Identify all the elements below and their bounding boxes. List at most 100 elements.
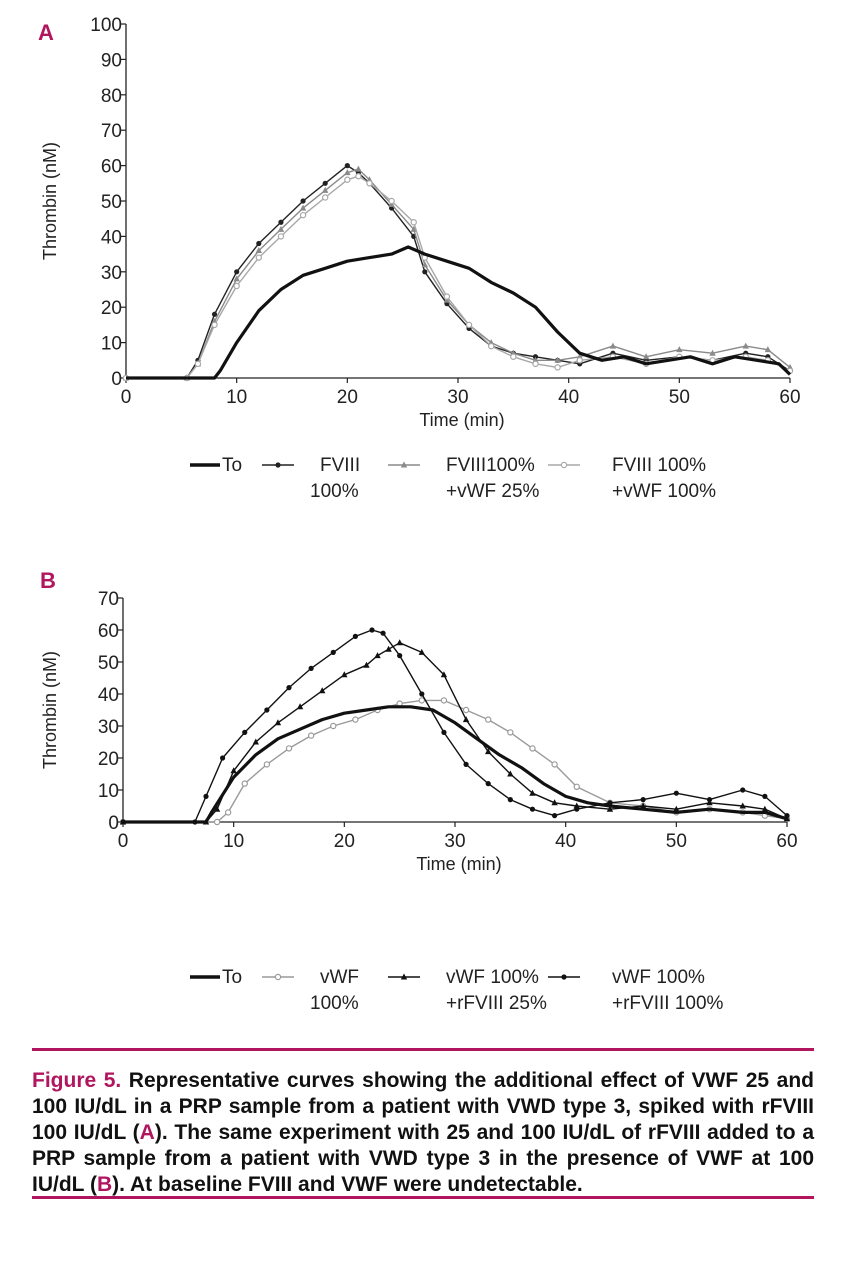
- chart-b-series-1-point: [307, 732, 315, 739]
- chart-b-series-2-point: [440, 671, 448, 678]
- chart-b-series-2-point: [739, 802, 746, 809]
- chart-a-series-3-point: [255, 254, 262, 261]
- chart-b-series-3-point: [264, 707, 270, 713]
- chart-b-series-1-point: [418, 697, 425, 704]
- chart-a-x-tick-label: 0: [121, 387, 132, 408]
- chart-b-series-1-point: [285, 745, 293, 752]
- chart-a-series-1-point: [422, 269, 428, 275]
- chart-b-series-3-point: [640, 797, 646, 803]
- chart-b-series-3-point: [441, 729, 447, 736]
- chart-b-x-tick-label: 60: [776, 831, 797, 852]
- chart-a-series-3-point: [488, 342, 495, 350]
- chart-b-series-3-point: [419, 691, 425, 697]
- chart-a-legend: To FVIII100%FVIII100%+vWF 25%FVIII 100%+v…: [190, 455, 716, 502]
- chart-b-legend-sublabel-2: +rFVIII 25%: [446, 993, 547, 1014]
- chart-b-series-3-point: [552, 813, 558, 819]
- chart-b-y-axis-title: Thrombin (nM): [40, 651, 60, 769]
- chart-b-series-3-point: [740, 787, 746, 793]
- chart-a-y-tick-label: 70: [101, 121, 122, 142]
- panel-label-b: B: [40, 568, 56, 593]
- chart-a-series-2-point: [609, 342, 617, 349]
- chart-a-series-3-point: [322, 194, 329, 201]
- chart-b-series-1-point: [263, 761, 271, 768]
- chart-a-series-2-point: [355, 165, 362, 172]
- chart-b-series-3-point: [220, 755, 226, 761]
- chart-a-y-axis-title: Thrombin (nM): [40, 142, 60, 260]
- chart-a-series-3-point: [277, 233, 285, 240]
- chart-b-series-2-point: [573, 802, 580, 809]
- chart-a-y-tick-label: 10: [101, 334, 122, 355]
- chart-a-series-0-line: [126, 245, 792, 380]
- panel-label-a: A: [38, 20, 54, 45]
- chart-b-series-2-point: [485, 748, 492, 755]
- chart-b-series-1-point: [573, 783, 580, 791]
- chart-b-series-2-point: [396, 639, 403, 646]
- chart-b-series-1-point: [241, 780, 248, 787]
- chart-b-series-3-point: [463, 761, 469, 768]
- chart-b-x-tick-label: 40: [555, 831, 576, 852]
- chart-a-series-2-point: [676, 346, 683, 353]
- figure-label: Figure 5.: [32, 1069, 122, 1092]
- chart-a-legend-marker-1: [275, 462, 281, 468]
- chart-b-series-3-point: [673, 790, 679, 796]
- chart-a-series-3-point: [576, 357, 583, 364]
- chart-a-series-1-point: [322, 180, 328, 186]
- chart-b-series-1-point: [462, 706, 470, 714]
- chart-b-x-tick-label: 0: [118, 831, 129, 852]
- chart-b-series-1-point: [529, 745, 536, 752]
- chart-a-legend-marker-2: [400, 461, 408, 468]
- chart-a-series-1-point: [278, 219, 284, 225]
- chart-a-series-3-point: [388, 197, 395, 205]
- chart-b-series-3: [120, 627, 790, 825]
- chart-b-x-tick-label: 20: [334, 831, 355, 852]
- chart-a-series-2-point: [709, 349, 716, 356]
- chart-b-series-3-point: [330, 649, 336, 656]
- chart-b-legend-label-2: vWF 100%: [446, 967, 539, 988]
- chart-a-series-3-point: [465, 321, 473, 329]
- chart-a-y-tick-label: 60: [101, 157, 122, 178]
- chart-a-legend-sublabel-2: +vWF 25%: [446, 481, 540, 502]
- chart-a-legend-sublabel-1: 100%: [310, 481, 359, 502]
- chart-b-legend-label-0: To: [222, 967, 242, 988]
- chart-a-series-3-point: [344, 176, 351, 183]
- chart-a-series-2-point: [233, 275, 240, 282]
- chart-a-series-1-point: [256, 240, 262, 247]
- chart-b-legend-marker-3: [561, 974, 567, 980]
- chart-a-y-tick-label: 50: [101, 192, 122, 213]
- chart-b-series-3-point: [352, 633, 358, 640]
- chart-a-x-axis-title: Time (min): [419, 410, 504, 430]
- chart-a-series-2-point: [255, 247, 262, 254]
- chart-b-series-3-point: [397, 653, 403, 659]
- chart-b-series-2-point: [252, 738, 259, 745]
- caption-top-rule: [32, 1048, 814, 1051]
- chart-a-series-2-point: [421, 261, 428, 268]
- chart-a-legend-sublabel-3: +vWF 100%: [612, 481, 716, 502]
- chart-a-series-1-point: [344, 163, 350, 169]
- chart-b-series-2-point: [374, 652, 381, 659]
- chart-a-series-1-point: [234, 269, 240, 275]
- chart-b-series-1-point: [440, 697, 448, 704]
- chart-b-x-tick-label: 10: [223, 831, 244, 852]
- chart-b-series-2-point: [274, 719, 282, 726]
- chart-b-series-2-point: [706, 799, 713, 806]
- chart-a-x-tick-label: 40: [558, 387, 579, 408]
- chart-a-series-3-point: [355, 173, 362, 180]
- chart-b-legend-marker-1: [274, 973, 282, 981]
- caption-part2: ). The same experiment with 25 and 100 I…: [32, 1121, 814, 1196]
- chart-b-legend-sublabel-3: +rFVIII 100%: [612, 993, 724, 1014]
- chart-b-series-3-point: [380, 630, 386, 636]
- chart-a-series-3-point: [532, 360, 539, 368]
- chart-a-series-2-point: [410, 225, 417, 232]
- chart-b-series-3-line: [123, 629, 788, 823]
- chart-b-legend: To vWF 100% vWF 100% +rFVIII 25% vWF 100% +rFV…: [190, 967, 724, 1014]
- chart-b-series-3-point: [242, 729, 248, 736]
- chart-a-series-1-point: [532, 354, 539, 360]
- chart-b-legend-label-3: vWF 100%: [612, 967, 705, 988]
- chart-b-y-tick-label: 0: [108, 813, 119, 834]
- chart-b-series-2-point: [341, 671, 348, 678]
- chart-b-series-1-point: [507, 729, 514, 736]
- chart-a-y-tick-label: 40: [101, 227, 122, 248]
- chart-b-x-axis-title: Time (min): [416, 854, 501, 874]
- chart-b-series-3-point: [369, 627, 375, 633]
- chart-b-y-tick-label: 70: [98, 589, 119, 610]
